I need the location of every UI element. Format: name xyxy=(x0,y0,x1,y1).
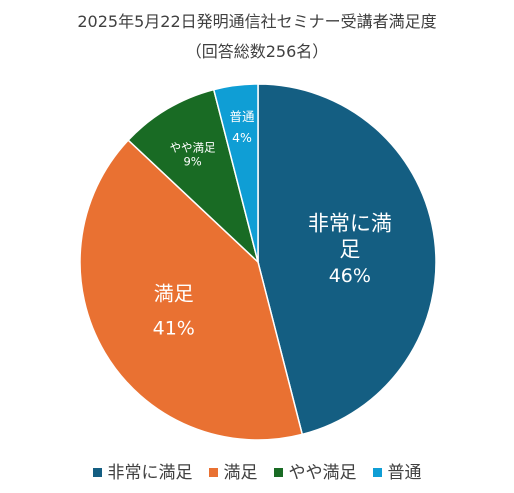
legend-swatch-3 xyxy=(372,467,382,477)
chart-title: 2025年5月22日発明通信社セミナー受講者満足度 xyxy=(77,12,437,31)
slice-percent-label-3: 4% xyxy=(232,130,252,145)
legend-label-3: 普通 xyxy=(387,463,422,483)
legend-item-3: 普通 xyxy=(372,458,422,483)
slice-category-label-3: 普通 xyxy=(230,109,256,124)
legend-label-1: 満足 xyxy=(223,463,258,483)
legend-item-0: 非常に満足 xyxy=(92,458,193,483)
slice-category-label-0: 非常に満 xyxy=(308,211,392,235)
pie-slice-3 xyxy=(212,83,259,263)
legend-item-1: 満足 xyxy=(208,458,258,483)
slice-category-label-0: 足 xyxy=(339,237,360,261)
pie-slice-0 xyxy=(257,83,437,436)
slice-percent-label-0: 46% xyxy=(329,265,371,287)
pie-slice-2 xyxy=(127,88,260,265)
slice-category-label-2: やや満足 xyxy=(170,140,216,154)
slice-percent-label-2: 9% xyxy=(183,154,201,168)
slice-percent-label-1: 41% xyxy=(153,317,195,339)
slice-category-label-1: 満足 xyxy=(154,281,194,305)
legend-item-2: やや満足 xyxy=(273,458,357,483)
chart-subtitle: （回答総数256名） xyxy=(185,42,329,61)
legend-swatch-1 xyxy=(208,467,218,477)
pie-slice-1 xyxy=(79,139,304,441)
legend: 非常に満足 満足 やや満足 普通 xyxy=(0,458,514,483)
legend-swatch-2 xyxy=(273,467,283,477)
legend-label-0: 非常に満足 xyxy=(107,463,193,483)
legend-swatch-0 xyxy=(92,467,102,477)
legend-label-2: やや満足 xyxy=(288,463,357,483)
